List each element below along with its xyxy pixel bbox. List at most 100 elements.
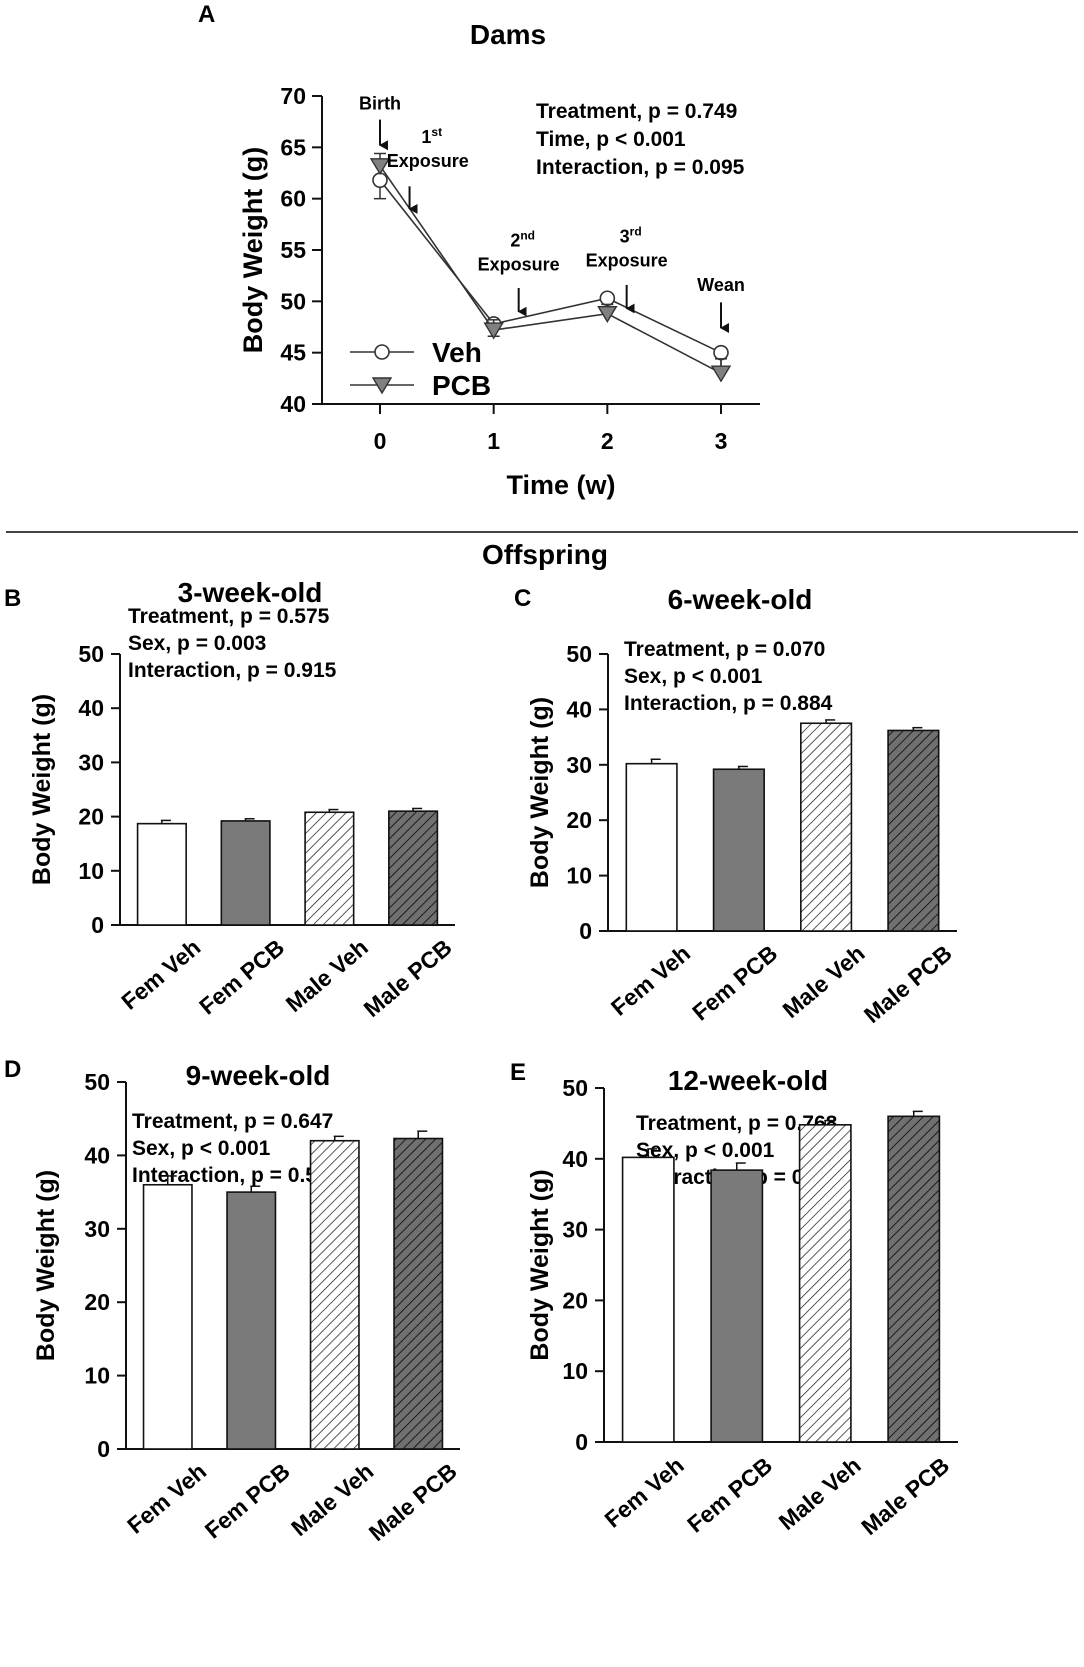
x-tick-label: 0 xyxy=(374,428,387,454)
panel-letter: C xyxy=(514,585,531,612)
bar-fem-veh xyxy=(621,1156,675,1443)
category-label: Male Veh xyxy=(774,1452,866,1535)
annotation-label: Wean xyxy=(697,275,745,295)
y-tick-label: 20 xyxy=(562,1287,588,1313)
y-axis-label: Body Weight (g) xyxy=(526,1169,554,1360)
x-tick-label: 2 xyxy=(601,428,614,454)
stats-line: Time, p < 0.001 xyxy=(536,128,686,151)
category-label: Male Veh xyxy=(286,1458,378,1541)
data-point-pcb xyxy=(483,322,504,340)
chart-title: 6-week-old xyxy=(668,584,813,615)
chart-title: 9-week-old xyxy=(186,1060,331,1091)
category-label: Fem Veh xyxy=(600,1452,689,1533)
category-label: Male PCB xyxy=(856,1452,954,1540)
category-label: Male Veh xyxy=(777,940,869,1023)
data-point-veh xyxy=(713,344,729,361)
y-tick-label: 20 xyxy=(566,807,592,833)
y-tick-label: 30 xyxy=(562,1217,588,1243)
bar-male-pcb xyxy=(887,729,940,932)
bar-fem-pcb xyxy=(710,1169,764,1443)
panel-letter: A xyxy=(198,1,215,28)
y-tick-label: 40 xyxy=(280,391,306,417)
data-point-veh xyxy=(599,290,616,307)
bar-male-veh xyxy=(798,1124,852,1443)
y-tick-label: 0 xyxy=(97,1436,110,1462)
y-axis-label: Body Weight (g) xyxy=(28,694,56,885)
y-tick-label: 10 xyxy=(566,863,592,889)
section-title: Offspring xyxy=(482,539,608,570)
y-tick-label: 20 xyxy=(78,804,104,830)
data-point-pcb xyxy=(369,158,391,176)
y-tick-label: 0 xyxy=(575,1429,588,1455)
y-tick-label: 50 xyxy=(562,1075,588,1101)
y-axis-label: Body Weight (g) xyxy=(238,147,268,353)
y-tick-label: 30 xyxy=(566,752,592,778)
category-label: Male PCB xyxy=(364,1458,462,1546)
bar-male-veh xyxy=(304,811,355,926)
data-point-pcb xyxy=(597,305,618,324)
y-tick-label: 50 xyxy=(280,288,306,314)
annotation-ordinal: 2nd xyxy=(510,229,535,251)
category-label: Fem Veh xyxy=(122,1458,211,1539)
data-point-veh xyxy=(372,172,388,188)
category-label: Fem PCB xyxy=(200,1458,295,1544)
y-axis-label: Body Weight (g) xyxy=(32,1170,60,1361)
y-tick-label: 30 xyxy=(84,1216,110,1242)
stats-line: Interaction, p = 0.915 xyxy=(128,659,337,682)
y-axis-label: Body Weight (g) xyxy=(526,697,554,888)
legend-label: Veh xyxy=(432,337,482,368)
series-line-veh xyxy=(379,179,722,354)
x-tick-label: 3 xyxy=(715,428,728,454)
bar-fem-veh xyxy=(142,1183,193,1450)
bar-fem-veh xyxy=(625,762,678,932)
series-line-pcb xyxy=(379,165,722,374)
bar-male-pcb xyxy=(393,1137,444,1450)
category-label: Fem PCB xyxy=(687,940,782,1026)
y-tick-label: 50 xyxy=(84,1069,110,1095)
stats-line: Sex, p < 0.001 xyxy=(132,1137,271,1160)
y-tick-label: 30 xyxy=(78,749,104,775)
bar-fem-pcb xyxy=(226,1191,277,1450)
y-tick-label: 20 xyxy=(84,1289,110,1315)
y-tick-label: 10 xyxy=(78,858,104,884)
y-tick-label: 40 xyxy=(562,1146,588,1172)
category-label: Fem PCB xyxy=(682,1452,777,1538)
legend-marker-veh xyxy=(374,344,390,360)
category-label: Fem Veh xyxy=(606,940,695,1021)
y-tick-label: 55 xyxy=(280,237,306,263)
panel-a: A Dams 40 45 50 55 60 65 70 0 1 2 3 Time (w) Body Weig… xyxy=(198,1,760,500)
category-label: Male PCB xyxy=(859,940,957,1028)
panels: A Dams 40 45 50 55 60 65 70 0 1 2 3 Time (w) Body Weig… xyxy=(4,1,958,1546)
category-label: Male PCB xyxy=(359,934,457,1022)
stats-line: Treatment, p = 0.647 xyxy=(132,1110,333,1133)
panel-letter: E xyxy=(510,1059,526,1086)
y-tick-label: 10 xyxy=(562,1358,588,1384)
panel-b: B 3-week-old 0 10 20 30 40 50 Body Weight (g) Tre… xyxy=(4,577,457,1022)
stats-line: Sex, p < 0.001 xyxy=(636,1139,775,1162)
y-tick-label: 10 xyxy=(84,1363,110,1389)
bar-fem-pcb xyxy=(220,820,271,926)
y-tick-label: 65 xyxy=(280,134,306,160)
bar-male-veh xyxy=(800,722,853,932)
y-tick-label: 45 xyxy=(280,340,306,366)
y-tick-label: 60 xyxy=(280,186,306,212)
stats-line: Sex, p < 0.001 xyxy=(624,665,763,688)
stats-line: Interaction, p = 0.542 xyxy=(132,1164,340,1187)
y-tick-label: 0 xyxy=(91,912,104,938)
stats-line: Sex, p = 0.003 xyxy=(128,632,266,655)
x-axis-label: Time (w) xyxy=(506,470,615,500)
stats-line: Treatment, p = 0.575 xyxy=(128,605,330,628)
panel-c: C 6-week-old 0 10 20 30 40 50 Body Weight (g) Tre… xyxy=(514,584,957,1028)
y-tick-label: 70 xyxy=(280,83,306,109)
stats-line: Interaction, p = 0.095 xyxy=(536,156,745,179)
annotation-label: Exposure xyxy=(586,250,668,270)
y-tick-label: 0 xyxy=(579,918,592,944)
stats-line: Treatment, p = 0.749 xyxy=(536,100,737,123)
category-label: Male Veh xyxy=(281,934,373,1017)
stats-line: Interaction, p = 0.884 xyxy=(624,692,833,715)
chart-title: 12-week-old xyxy=(668,1065,828,1096)
chart-title: Dams xyxy=(470,19,546,50)
y-tick-label: 50 xyxy=(78,641,104,667)
annotation-label: Birth xyxy=(359,93,401,113)
